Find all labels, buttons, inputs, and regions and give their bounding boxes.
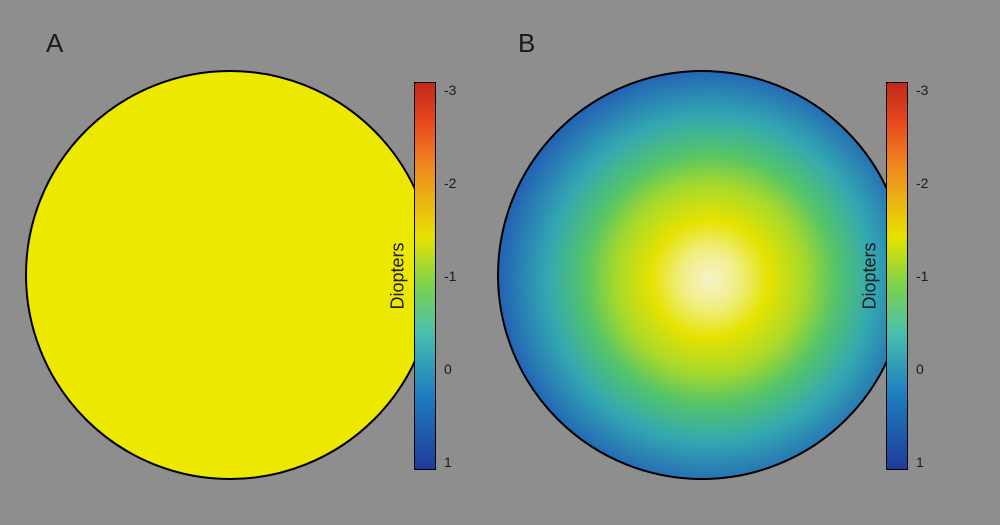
colorbar-tick: 1 xyxy=(444,454,452,470)
colorbar-tick: -2 xyxy=(916,175,928,191)
heatmap-b xyxy=(497,70,907,480)
colorbar-tick: -1 xyxy=(444,268,456,284)
colorbar-a: Diopters -3-2-101 xyxy=(414,82,486,470)
colorbar-tick: -3 xyxy=(916,82,928,98)
colorbar-tick: 0 xyxy=(916,361,924,377)
colorbar-tick: 0 xyxy=(444,361,452,377)
colorbar-b: Diopters -3-2-101 xyxy=(886,82,958,470)
panel-b-label: B xyxy=(518,28,535,59)
panel-a-label: A xyxy=(46,28,63,59)
colorbar-tick: -1 xyxy=(916,268,928,284)
colorbar-b-bar xyxy=(886,82,908,470)
colorbar-b-title: Diopters xyxy=(860,242,881,309)
colorbar-a-title: Diopters xyxy=(388,242,409,309)
colorbar-tick: 1 xyxy=(916,454,924,470)
colorbar-tick: -3 xyxy=(444,82,456,98)
colorbar-a-bar xyxy=(414,82,436,470)
heatmap-a xyxy=(25,70,435,480)
colorbar-tick: -2 xyxy=(444,175,456,191)
